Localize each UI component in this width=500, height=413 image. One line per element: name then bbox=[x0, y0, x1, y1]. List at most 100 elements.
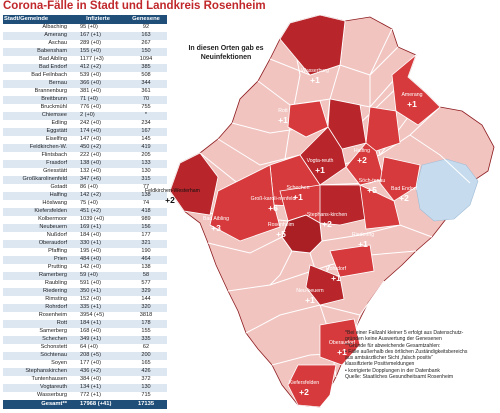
municipality-highlight bbox=[319, 318, 361, 366]
table-row: Bad Feilnbach 539 (+0) 508 bbox=[3, 72, 167, 80]
table-row: Stephanskirchen 436 (+2) 426 bbox=[3, 368, 167, 376]
table-row: Schonstett 64 (+0) 62 bbox=[3, 344, 167, 352]
municipality-border bbox=[207, 236, 283, 254]
footnotes: *Bei einer Fallzahl kleiner 5 erfolgt au… bbox=[345, 330, 497, 380]
cell-infected: 167 (+1) bbox=[71, 32, 125, 40]
rosenheim-city bbox=[281, 214, 323, 254]
municipality-highlight bbox=[327, 98, 367, 150]
cell-town: Stephanskirchen bbox=[3, 368, 71, 376]
cell-infected: 95 (+0) bbox=[80, 24, 98, 31]
cell-infected: 330 (+1) bbox=[71, 240, 125, 248]
table-row: Amerang 167 (+1) 163 bbox=[3, 32, 167, 40]
cell-recovered: 577 bbox=[141, 280, 151, 287]
district-map bbox=[170, 15, 500, 413]
footnote-line: **Gründe für abweichende Gesamtzahlen: bbox=[345, 342, 441, 349]
cell-recovered: 426 bbox=[125, 368, 167, 376]
table-row: Vogtareuth 134 (+1) 130 bbox=[3, 384, 167, 392]
cell-town: Eiselfing bbox=[45, 136, 67, 143]
cell-infected: 177 (+0) bbox=[80, 360, 101, 367]
cell-town: Prien bbox=[3, 256, 71, 264]
municipality-border bbox=[321, 224, 433, 242]
new-infections-count: +3 bbox=[211, 223, 221, 233]
cell-town: Albaching bbox=[42, 24, 67, 31]
cell-recovered: 321 bbox=[125, 240, 167, 248]
new-infections-count: +6 bbox=[268, 203, 278, 213]
cell-town: Griesstätt bbox=[43, 168, 67, 175]
cell-infected: 155 (+0) bbox=[71, 48, 125, 56]
cell-recovered: 70 bbox=[125, 96, 167, 104]
table-row: Rimsting 152 (+0) 144 bbox=[3, 296, 167, 304]
table-row: Oberaudorf 330 (+1) 321 bbox=[3, 240, 167, 248]
cell-recovered: 77 bbox=[142, 184, 150, 191]
cell-recovered: 138 bbox=[125, 192, 167, 200]
total-label: Gesamt** bbox=[3, 400, 71, 409]
municipality-highlight bbox=[319, 184, 367, 226]
footnote-line: *Bei einer Fallzahl kleiner 5 erfolgt au… bbox=[345, 330, 464, 336]
cell-infected: 349 (+1) bbox=[71, 336, 125, 344]
cell-town: Flintsbach bbox=[41, 152, 68, 159]
cell-recovered: 177 bbox=[141, 232, 151, 239]
table-row: Tuntenhausen 384 (+0) 372 bbox=[3, 376, 167, 384]
chiemsee-lake bbox=[415, 158, 479, 222]
cell-recovered: 130 bbox=[125, 384, 167, 392]
municipality-highlight bbox=[359, 184, 401, 230]
cell-town: Bad Aibling bbox=[39, 56, 67, 63]
page-title: Corona-Fälle in Stadt und Landkreis Rose… bbox=[3, 0, 266, 12]
new-infections-count: +2 bbox=[322, 219, 332, 229]
cell-town: Frasdorf bbox=[3, 160, 71, 168]
cell-town: Schechen bbox=[3, 336, 71, 344]
cell-town: Gstadt bbox=[50, 184, 67, 191]
table-row: Großkarolinenfeld 347 (+6) 315 bbox=[3, 176, 167, 184]
table-total-row: Gesamt** 17968 (+41) 17135 bbox=[3, 400, 167, 409]
table-row: Söchtenau 208 (+5) 200 bbox=[3, 352, 167, 360]
table-row: Babensham 155 (+0) 150 bbox=[3, 48, 167, 56]
cell-town: Soyen bbox=[51, 360, 67, 367]
municipality-highlight bbox=[279, 15, 346, 76]
table-row: Schechen 349 (+1) 335 bbox=[3, 336, 167, 344]
municipality-border bbox=[269, 250, 293, 286]
cell-recovered: 989 bbox=[141, 216, 151, 223]
municipality-highlight bbox=[305, 264, 345, 306]
new-infections-count: +2 bbox=[165, 195, 175, 205]
cell-recovered: 1094 bbox=[139, 56, 153, 63]
table-row: Breitbrunn 71 (+0) 70 bbox=[3, 96, 167, 104]
cell-infected: 75 (+0) bbox=[80, 200, 98, 207]
cell-infected: 152 (+0) bbox=[80, 296, 101, 303]
new-infections-count: +5 bbox=[276, 229, 286, 239]
cell-infected: 184 (+1) bbox=[71, 320, 125, 328]
cell-recovered: 92 bbox=[142, 24, 150, 31]
new-infections-count: +1 bbox=[331, 273, 341, 283]
cell-town: Schonstett bbox=[40, 344, 67, 351]
footnote-line: gründen keine Auswertung der Genesenen bbox=[345, 336, 442, 343]
cell-infected: 381 (+0) bbox=[80, 88, 101, 95]
cell-town: Kolbermoor bbox=[38, 216, 67, 223]
cell-town: Nußdorf bbox=[46, 232, 67, 239]
cell-town: Bruckmühl bbox=[40, 104, 67, 111]
cell-town: Vogtareuth bbox=[3, 384, 71, 392]
cell-town: Rott bbox=[3, 320, 71, 328]
cell-town: Amerang bbox=[3, 32, 71, 40]
cell-town: Oberaudorf bbox=[3, 240, 71, 248]
cell-recovered: 144 bbox=[141, 296, 151, 303]
municipality-name: Groß-karoli-nenfeld bbox=[250, 196, 296, 202]
cell-infected: 451 (+2) bbox=[71, 208, 125, 216]
table-row: Eiselfing 147 (+0) 145 bbox=[3, 136, 167, 144]
cell-infected: 1177 (+3) bbox=[80, 56, 104, 63]
table-row: Wasserburg 772 (+1) 715 bbox=[3, 392, 167, 400]
cell-infected: 289 (+0) bbox=[80, 40, 101, 47]
table-row: Feldkirchen-W. 450 (+2) 419 bbox=[3, 144, 167, 152]
cases-table: Stadt/Gemeinde Infizierte Genesene Albac… bbox=[3, 15, 167, 409]
table-row: Griesstätt 132 (+0) 130 bbox=[3, 168, 167, 176]
cell-infected: 174 (+0) bbox=[71, 128, 125, 136]
highlighted-municipalities bbox=[170, 15, 441, 408]
table-row: Bad Endorf 412 (+2) 385 bbox=[3, 64, 167, 72]
cell-recovered: 464 bbox=[125, 256, 167, 264]
cell-infected: 169 (+1) bbox=[71, 224, 125, 232]
municipality-name: Söch-tenau bbox=[358, 178, 386, 184]
municipality-highlight bbox=[329, 244, 375, 278]
cell-recovered: 165 bbox=[141, 360, 151, 367]
table-row: Prien 484 (+0) 464 bbox=[3, 256, 167, 264]
new-infections-count: +1 bbox=[305, 295, 315, 305]
municipality-name: Kiefersfelden bbox=[288, 380, 320, 386]
cell-town: Ramerberg bbox=[3, 272, 71, 280]
